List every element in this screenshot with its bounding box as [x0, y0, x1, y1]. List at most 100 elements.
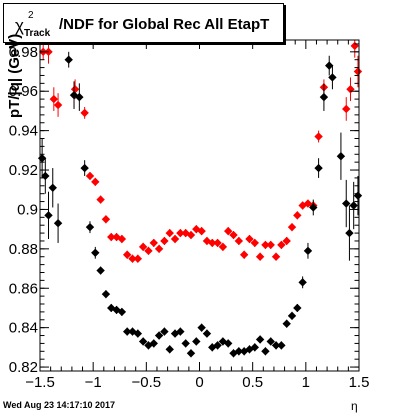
data-point [229, 230, 238, 240]
data-point [287, 222, 297, 232]
x-tick-label: 0.5 [242, 374, 263, 391]
data-point [186, 230, 196, 240]
data-point [69, 90, 79, 100]
data-point [197, 226, 206, 236]
data-point [80, 163, 89, 173]
title-subscript: Track [24, 28, 51, 39]
data-point [80, 108, 89, 118]
data-point [271, 252, 281, 261]
y-tick-label: 0.84 [9, 320, 38, 337]
title-chi-symbol: χ [15, 16, 24, 35]
data-point [255, 335, 265, 344]
data-point [293, 303, 302, 313]
data-point [202, 329, 212, 338]
data-point [293, 211, 302, 220]
y-tick-label: 0.82 [9, 359, 38, 376]
data-point [133, 254, 143, 263]
data-point [149, 238, 158, 248]
data-point [303, 246, 313, 256]
data-point [213, 238, 222, 248]
y-tick-label: 0.94 [9, 123, 38, 140]
data-point [133, 329, 143, 338]
data-point [53, 100, 63, 110]
data-point [213, 341, 222, 350]
data-point [325, 61, 334, 70]
y-tick-label: 0.86 [9, 280, 38, 297]
data-point [49, 94, 59, 104]
data-point [165, 228, 174, 238]
data-point [350, 41, 359, 51]
data-point [181, 228, 190, 238]
data-point [75, 92, 84, 102]
data-point [192, 337, 201, 346]
data-point [282, 236, 291, 246]
data-point [266, 337, 275, 346]
data-point [112, 305, 121, 315]
y-tick-label: 0.88 [9, 241, 38, 258]
data-point [122, 250, 132, 259]
y-tick-label: 0.9 [17, 201, 38, 218]
data-point [261, 347, 270, 356]
x-tick-label: 0 [195, 374, 203, 391]
data-point [208, 238, 217, 248]
data-point [197, 323, 206, 332]
data-point [117, 307, 127, 317]
data-point [192, 224, 201, 234]
data-point [160, 236, 169, 246]
data-point [287, 311, 297, 321]
data-point [85, 171, 95, 181]
data-point [346, 85, 355, 94]
data-point [336, 152, 346, 161]
data-point [277, 341, 286, 350]
data-point [44, 211, 53, 220]
x-tick-label: −1 [85, 374, 102, 391]
data-point [138, 242, 148, 252]
y-tick-label: 0.98 [9, 44, 38, 61]
data-point [266, 240, 275, 250]
data-point [160, 327, 169, 336]
y-axis-label: pT/|q| (GeV) [6, 33, 23, 118]
data-point [70, 85, 80, 94]
data-point [149, 339, 158, 348]
data-point [107, 232, 116, 242]
data-point [342, 104, 351, 114]
data-point [176, 327, 185, 336]
data-point [128, 254, 137, 263]
data-point [345, 228, 354, 238]
title-text: /NDF for Global Rec All EtapT [59, 16, 270, 33]
data-point [181, 339, 190, 348]
series-1 [37, 51, 363, 358]
data-point [138, 337, 148, 346]
x-tick-label: 1.5 [349, 374, 370, 391]
x-tick-label: 1 [302, 374, 310, 391]
y-tick-label: 0.92 [9, 162, 38, 179]
data-point [53, 219, 63, 228]
data-point [224, 339, 233, 348]
data-point [234, 347, 244, 356]
timestamp: Wed Aug 23 14:17:10 2017 [3, 400, 116, 410]
y-tick-label: 0.96 [9, 83, 38, 100]
data-point [96, 266, 105, 275]
data-point [250, 238, 259, 248]
data-point [271, 341, 281, 350]
data-point [349, 201, 358, 210]
data-point [245, 234, 254, 244]
data-point [85, 222, 95, 232]
data-point [154, 331, 164, 340]
x-tick-label: −0.5 [132, 374, 162, 391]
data-markers [37, 40, 363, 358]
data-point [328, 73, 337, 82]
x-tick-label: −1.5 [25, 374, 55, 391]
data-point [170, 234, 180, 244]
data-point [48, 183, 57, 192]
series-0 [38, 40, 363, 263]
data-point [255, 252, 265, 261]
data-point [261, 240, 270, 250]
data-point [202, 236, 212, 246]
data-point [314, 132, 323, 141]
data-point [314, 163, 323, 173]
data-point [91, 177, 100, 187]
axes: −1.5 −1 −0.5 0 0.5 1 1.5 0.82 0.84 0.86 0.88 0.9 0.9… [9, 39, 370, 391]
data-point [353, 67, 363, 76]
title-superscript: 2 [28, 10, 34, 21]
